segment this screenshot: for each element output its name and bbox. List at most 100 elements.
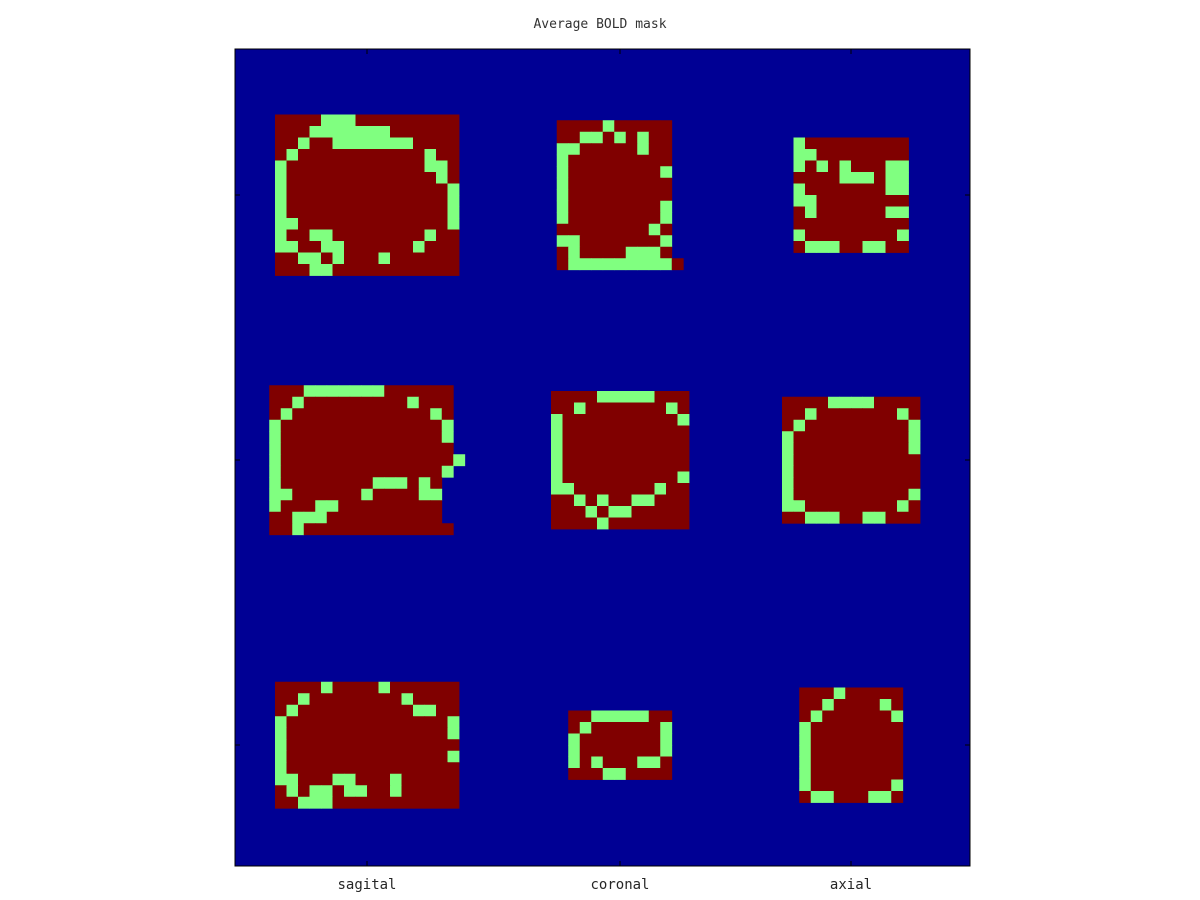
mask-edge-cell (269, 466, 281, 478)
mask-interior-cell (822, 711, 834, 723)
mask-interior-cell (379, 230, 391, 242)
mask-interior-cell (874, 500, 886, 512)
mask-edge-cell (563, 483, 575, 495)
mask-interior-cell (373, 408, 385, 420)
mask-edge-cell (782, 443, 794, 455)
mask-interior-cell (574, 414, 586, 426)
mask-edge-cell (448, 195, 460, 207)
mask-interior-cell (315, 466, 327, 478)
mask-edge-cell (880, 699, 892, 711)
mask-interior-cell (298, 774, 310, 786)
mask-edge-cell (568, 235, 580, 247)
mask-interior-cell (563, 449, 575, 461)
mask-edge-cell (287, 149, 299, 161)
mask-edge-cell (367, 126, 379, 138)
mask-interior-cell (321, 253, 333, 265)
mask-interior-cell (851, 195, 863, 207)
mask-edge-cell (580, 132, 592, 144)
mask-interior-cell (851, 489, 863, 501)
mask-edge-cell (614, 132, 626, 144)
mask-interior-cell (897, 138, 909, 150)
mask-interior-cell (315, 431, 327, 443)
mask-interior-cell (580, 757, 592, 769)
mask-interior-cell (660, 768, 672, 780)
mask-interior-cell (344, 682, 356, 694)
mask-interior-cell (281, 466, 293, 478)
mask-edge-cell (603, 120, 615, 132)
mask-interior-cell (609, 449, 621, 461)
mask-interior-cell (851, 207, 863, 219)
mask-interior-cell (828, 195, 840, 207)
mask-edge-cell (637, 247, 649, 259)
mask-interior-cell (390, 728, 402, 740)
mask-interior-cell (845, 699, 857, 711)
mask-interior-cell (632, 403, 644, 415)
mask-interior-cell (637, 745, 649, 757)
mask-edge-cell (632, 391, 644, 403)
mask-interior-cell (275, 138, 287, 150)
mask-interior-cell (402, 115, 414, 127)
mask-interior-cell (275, 785, 287, 797)
mask-interior-cell (828, 230, 840, 242)
mask-edge-cell (333, 115, 345, 127)
mask-interior-cell (551, 506, 563, 518)
mask-interior-cell (805, 138, 817, 150)
panel-sagital-2 (269, 385, 465, 535)
mask-interior-cell (390, 172, 402, 184)
mask-interior-cell (304, 454, 316, 466)
mask-edge-cell (315, 500, 327, 512)
mask-interior-cell (897, 466, 909, 478)
mask-interior-cell (891, 699, 903, 711)
mask-interior-cell (310, 138, 322, 150)
mask-edge-cell (551, 426, 563, 438)
mask-edge-cell (891, 711, 903, 723)
mask-interior-cell (805, 184, 817, 196)
mask-interior-cell (626, 120, 638, 132)
mask-interior-cell (574, 437, 586, 449)
mask-interior-cell (626, 212, 638, 224)
mask-interior-cell (874, 466, 886, 478)
mask-interior-cell (287, 207, 299, 219)
mask-interior-cell (407, 408, 419, 420)
mask-interior-cell (338, 512, 350, 524)
mask-interior-cell (845, 780, 857, 792)
mask-interior-cell (407, 420, 419, 432)
mask-edge-cell (603, 258, 615, 270)
mask-interior-cell (563, 495, 575, 507)
mask-interior-cell (568, 711, 580, 723)
mask-interior-cell (373, 397, 385, 409)
mask-interior-cell (367, 218, 379, 230)
mask-interior-cell (603, 224, 615, 236)
mask-interior-cell (281, 477, 293, 489)
mask-interior-cell (851, 512, 863, 524)
mask-interior-cell (586, 495, 598, 507)
mask-interior-cell (649, 143, 661, 155)
mask-interior-cell (597, 403, 609, 415)
mask-edge-cell (794, 500, 806, 512)
mask-interior-cell (851, 477, 863, 489)
mask-interior-cell (828, 184, 840, 196)
mask-interior-cell (390, 230, 402, 242)
mask-interior-cell (568, 722, 580, 734)
mask-interior-cell (649, 120, 661, 132)
mask-edge-cell (269, 500, 281, 512)
mask-interior-cell (580, 734, 592, 746)
mask-interior-cell (344, 172, 356, 184)
mask-interior-cell (586, 518, 598, 530)
mask-interior-cell (874, 420, 886, 432)
mask-interior-cell (805, 500, 817, 512)
mask-interior-cell (817, 397, 829, 409)
mask-interior-cell (407, 454, 419, 466)
mask-interior-cell (649, 166, 661, 178)
mask-interior-cell (407, 385, 419, 397)
mask-interior-cell (321, 739, 333, 751)
mask-interior-cell (626, 155, 638, 167)
mask-edge-cell (863, 172, 875, 184)
mask-interior-cell (298, 149, 310, 161)
mask-interior-cell (614, 166, 626, 178)
mask-interior-cell (367, 172, 379, 184)
mask-edge-cell (597, 495, 609, 507)
mask-interior-cell (851, 149, 863, 161)
mask-interior-cell (304, 477, 316, 489)
mask-interior-cell (840, 420, 852, 432)
